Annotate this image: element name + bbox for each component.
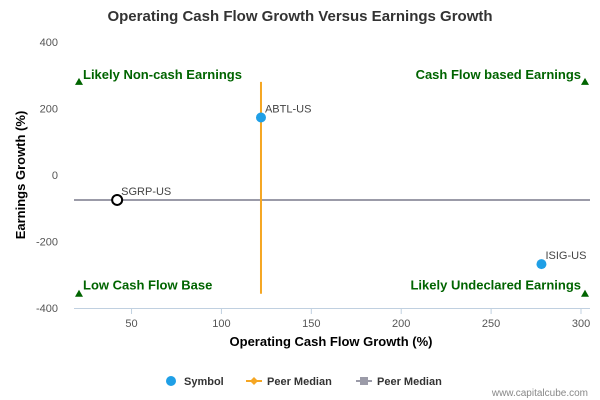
y-axis-title: Earnings Growth (%) [13, 111, 28, 240]
legend-label: Peer Median [267, 376, 332, 388]
chart-title: Operating Cash Flow Growth Versus Earnin… [107, 8, 492, 25]
bottom-right-triangle-marker [581, 289, 589, 297]
bottom-left-triangle-marker [75, 289, 83, 297]
x-tick-label: 150 [302, 318, 320, 330]
legend-circle-icon [166, 376, 176, 386]
credit-text: www.capitalcube.com [491, 388, 588, 399]
y-axis-ticks: -400 -200 0 200 400 [36, 37, 58, 315]
quadrant-label-bottom-right: Likely Undeclared Earnings [410, 278, 581, 293]
x-tick-label: 250 [482, 318, 500, 330]
y-tick-label: 200 [40, 104, 58, 116]
quadrant-label-top-left: Likely Non-cash Earnings [83, 67, 242, 82]
top-left-triangle-marker [75, 77, 83, 85]
quadrant-labels: Likely Non-cash Earnings Cash Flow based … [75, 67, 589, 297]
y-tick-label: 400 [40, 37, 58, 49]
legend-square-icon [360, 377, 368, 385]
legend-label: Peer Median [377, 376, 442, 388]
legend-item[interactable]: Symbol [166, 376, 224, 388]
x-tick-label: 50 [125, 318, 137, 330]
legend-item[interactable]: Peer Median [246, 376, 332, 388]
legend-diamond-icon [250, 377, 258, 385]
quadrant-label-bottom-left: Low Cash Flow Base [83, 278, 212, 293]
point-isig-us [536, 259, 547, 270]
quadrant-label-top-right: Cash Flow based Earnings [416, 67, 581, 82]
point-label-abtl-us: ABTL-US [265, 103, 311, 115]
legend: Symbol Peer Median Peer Median [166, 376, 442, 388]
point-abtl-us [255, 112, 266, 123]
x-tick-label: 100 [212, 318, 230, 330]
x-tick-label: 200 [392, 318, 410, 330]
top-right-triangle-marker [581, 77, 589, 85]
y-tick-label: 0 [52, 170, 58, 182]
legend-label: Symbol [184, 376, 224, 388]
point-label-sgrp-us: SGRP-US [121, 186, 171, 198]
point-label-isig-us: ISIG-US [545, 250, 586, 262]
y-tick-label: -400 [36, 303, 58, 315]
point-sgrp-us [111, 193, 124, 206]
x-axis-title: Operating Cash Flow Growth (%) [230, 334, 433, 349]
x-axis-ticks: 50 100 150 200 250 300 [125, 308, 590, 330]
y-tick-label: -200 [36, 237, 58, 249]
data-points: ABTL-US ISIG-US SGRP-US [111, 103, 586, 270]
legend-item[interactable]: Peer Median [356, 376, 442, 388]
x-tick-label: 300 [572, 318, 590, 330]
